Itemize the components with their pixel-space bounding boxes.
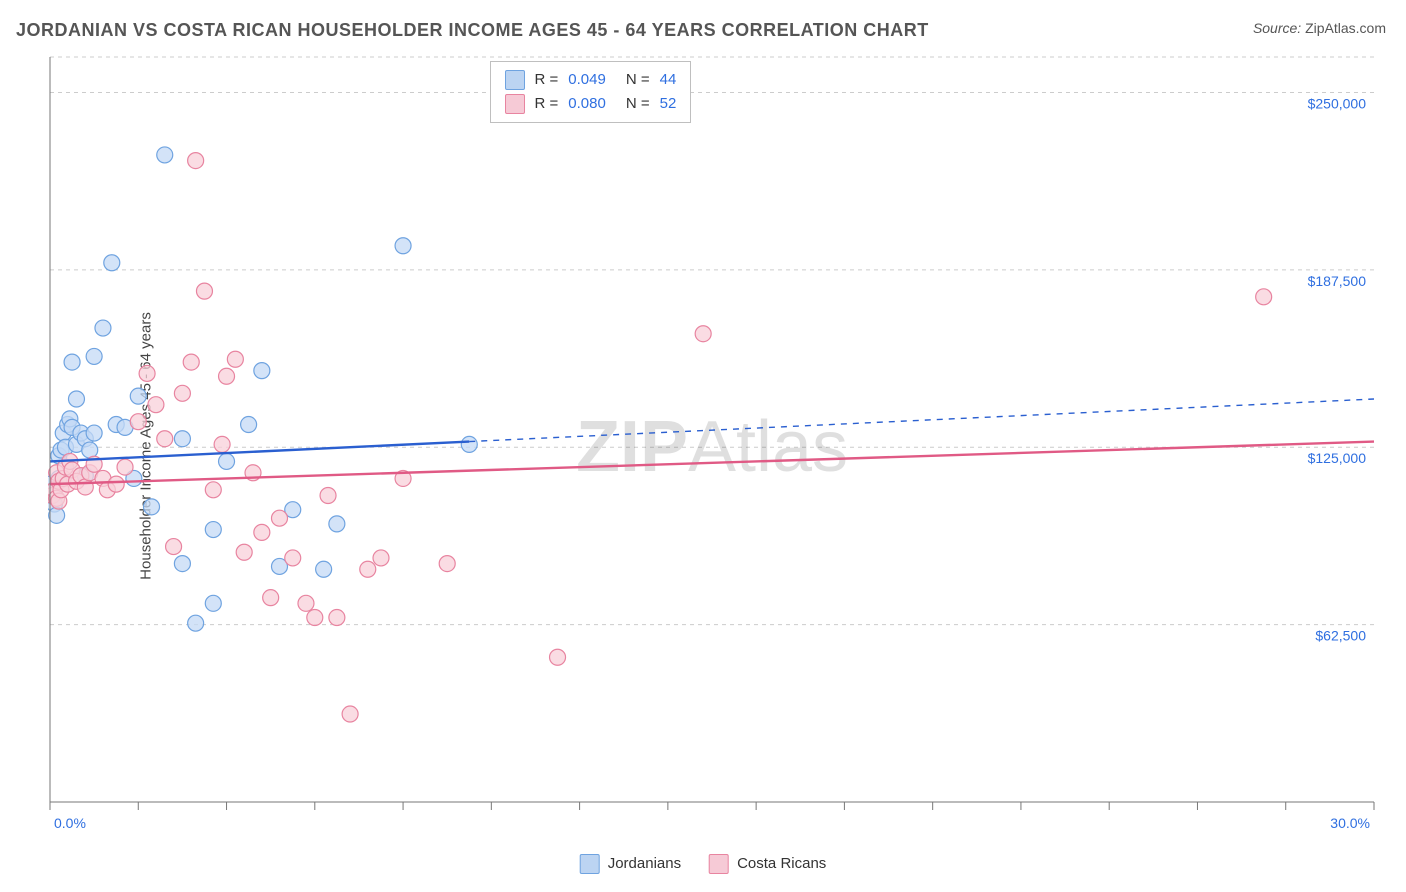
legend-n-value: 44	[660, 68, 677, 92]
data-point	[254, 524, 270, 540]
legend-n-label: N =	[626, 92, 650, 116]
data-point	[1256, 289, 1272, 305]
data-point	[342, 706, 358, 722]
series-legend-item: Jordanians	[580, 854, 681, 874]
data-point	[68, 391, 84, 407]
source-label: Source:	[1253, 20, 1301, 36]
chart-container: JORDANIAN VS COSTA RICAN HOUSEHOLDER INC…	[0, 0, 1406, 892]
svg-text:$62,500: $62,500	[1315, 628, 1366, 644]
data-point	[395, 238, 411, 254]
data-point	[214, 436, 230, 452]
data-point	[174, 556, 190, 572]
data-point	[174, 385, 190, 401]
legend-swatch	[505, 94, 525, 114]
data-point	[360, 561, 376, 577]
data-point	[49, 507, 65, 523]
data-point	[219, 453, 235, 469]
data-point	[188, 615, 204, 631]
series-legend: Jordanians Costa Ricans	[580, 854, 827, 874]
data-point	[320, 487, 336, 503]
data-point	[550, 649, 566, 665]
data-point	[263, 590, 279, 606]
legend-swatch	[505, 70, 525, 90]
data-point	[108, 476, 124, 492]
data-point	[695, 326, 711, 342]
data-point	[157, 431, 173, 447]
data-point	[205, 522, 221, 538]
series-label: Jordanians	[608, 855, 681, 872]
data-point	[130, 388, 146, 404]
source-value: ZipAtlas.com	[1305, 20, 1386, 36]
data-point	[227, 351, 243, 367]
data-point	[86, 425, 102, 441]
data-point	[205, 595, 221, 611]
svg-text:0.0%: 0.0%	[54, 815, 86, 831]
chart-title: JORDANIAN VS COSTA RICAN HOUSEHOLDER INC…	[16, 20, 929, 41]
svg-text:$125,000: $125,000	[1308, 450, 1367, 466]
source-attribution: Source: ZipAtlas.com	[1253, 20, 1386, 36]
data-point	[298, 595, 314, 611]
data-point	[77, 479, 93, 495]
correlation-legend: R = 0.049 N = 44 R = 0.080 N = 52	[490, 61, 692, 123]
data-point	[439, 556, 455, 572]
data-point	[157, 147, 173, 163]
data-point	[329, 516, 345, 532]
legend-swatch	[709, 854, 729, 874]
legend-row: R = 0.049 N = 44	[505, 68, 677, 92]
legend-n-label: N =	[626, 68, 650, 92]
svg-text:30.0%: 30.0%	[1330, 815, 1370, 831]
data-point	[64, 354, 80, 370]
data-point	[461, 436, 477, 452]
data-point	[174, 431, 190, 447]
series-label: Costa Ricans	[737, 855, 826, 872]
data-point	[373, 550, 389, 566]
svg-text:$250,000: $250,000	[1308, 95, 1367, 111]
trend-line	[50, 442, 469, 462]
svg-text:$187,500: $187,500	[1308, 273, 1367, 289]
data-point	[82, 442, 98, 458]
data-point	[196, 283, 212, 299]
data-point	[316, 561, 332, 577]
data-point	[144, 499, 160, 515]
data-point	[166, 539, 182, 555]
series-legend-item: Costa Ricans	[709, 854, 826, 874]
legend-r-label: R =	[535, 68, 559, 92]
data-point	[117, 459, 133, 475]
data-point	[130, 414, 146, 430]
plot-area: $62,500 $125,000 $187,500 $250,000 ZIPAtlas 0…	[48, 55, 1386, 832]
data-point	[183, 354, 199, 370]
svg-text:ZIPAtlas: ZIPAtlas	[576, 407, 848, 487]
data-point	[148, 397, 164, 413]
scatter-plot: $62,500 $125,000 $187,500 $250,000 ZIPAtlas 0…	[48, 55, 1386, 832]
data-point	[236, 544, 252, 560]
data-point	[104, 255, 120, 271]
data-point	[307, 610, 323, 626]
legend-swatch	[580, 854, 600, 874]
data-point	[219, 368, 235, 384]
data-point	[329, 610, 345, 626]
data-point	[285, 550, 301, 566]
legend-r-label: R =	[535, 92, 559, 116]
legend-r-value: 0.080	[568, 92, 606, 116]
legend-r-value: 0.049	[568, 68, 606, 92]
data-point	[95, 320, 111, 336]
data-point	[241, 417, 257, 433]
legend-row: R = 0.080 N = 52	[505, 92, 677, 116]
data-point	[254, 363, 270, 379]
data-point	[205, 482, 221, 498]
data-point	[86, 348, 102, 364]
data-point	[188, 153, 204, 169]
data-point	[139, 365, 155, 381]
data-point	[271, 510, 287, 526]
legend-n-value: 52	[660, 92, 677, 116]
